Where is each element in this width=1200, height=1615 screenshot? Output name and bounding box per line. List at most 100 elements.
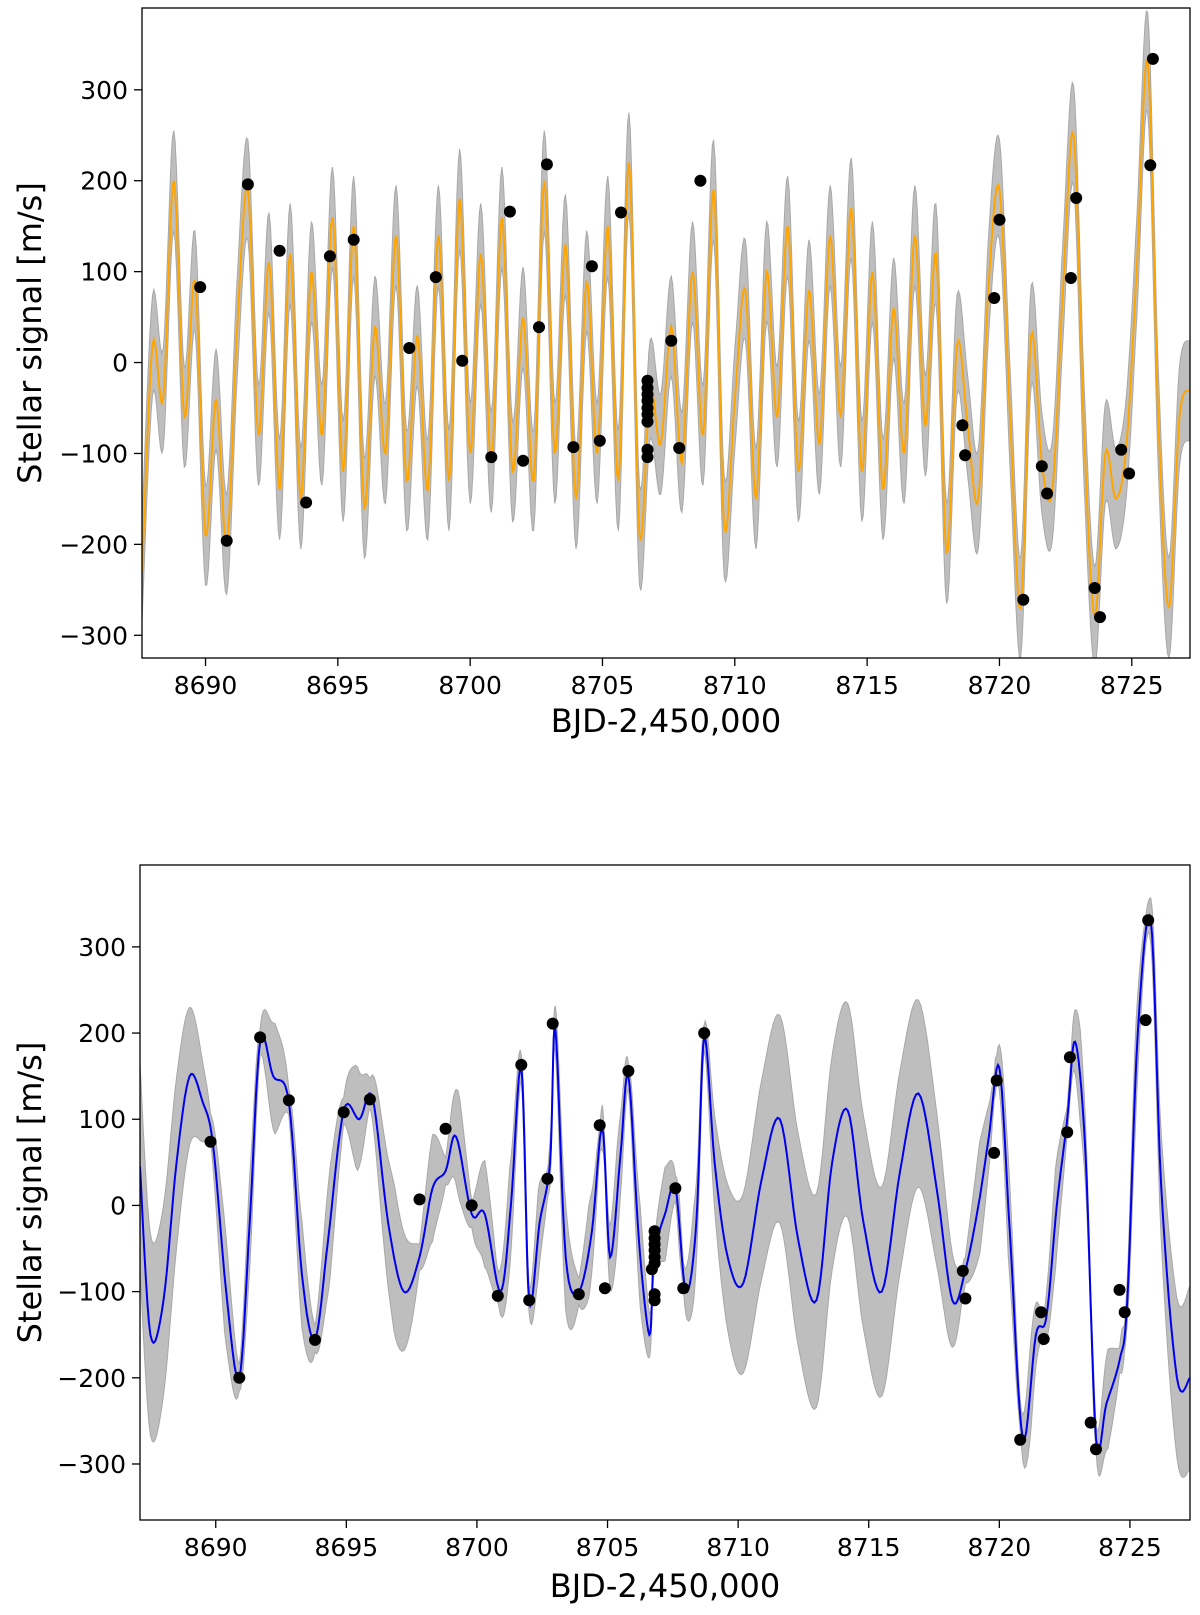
y-axis: −300 −200 −100 0 100 200 300	[57, 933, 140, 1479]
data-point	[254, 1031, 267, 1044]
data-point	[1088, 582, 1101, 594]
data-point	[956, 419, 969, 432]
data-point	[673, 442, 686, 454]
data-point	[567, 441, 580, 454]
data-point	[1041, 487, 1054, 500]
data-point	[241, 178, 254, 191]
data-point	[615, 206, 627, 219]
y-tick-label: 100	[80, 258, 128, 287]
y-tick-label: −100	[59, 439, 128, 468]
data-point	[694, 174, 707, 187]
data-point	[648, 1294, 661, 1307]
x-axis-title: BJD-2,450,000	[550, 1567, 780, 1605]
x-tick-label: 8705	[571, 671, 635, 700]
data-point	[517, 454, 530, 467]
x-tick-label: 8695	[315, 1533, 379, 1562]
y-tick-label: −200	[57, 1364, 126, 1393]
x-tick-label: 8710	[703, 671, 767, 700]
plot-frame	[141, 7, 1191, 659]
y-tick-label: −300	[59, 621, 128, 650]
data-point	[403, 342, 416, 354]
x-tick-label: 8695	[306, 671, 370, 700]
y-tick-label: 100	[78, 1105, 126, 1134]
data-point	[523, 1294, 536, 1307]
data-point	[585, 260, 598, 273]
data-point	[1113, 1283, 1126, 1296]
data-point	[641, 415, 654, 428]
plot-area	[139, 864, 1191, 1521]
data-point	[1061, 1126, 1074, 1139]
x-axis: 8690 8695 8700 8705 8710 8715 8720 8725	[184, 1520, 1162, 1562]
data-point	[503, 205, 516, 218]
data-point	[959, 449, 972, 462]
data-point	[429, 271, 442, 284]
x-tick-label: 8720	[968, 671, 1032, 700]
y-tick-label: 300	[78, 933, 126, 962]
model-curve	[142, 58, 1190, 618]
top-chart: 8690 8695 8700 8705 8710 8715 8720 8725 −300 −20…	[11, 7, 1191, 740]
data-point	[988, 292, 1001, 304]
data-point	[1070, 192, 1083, 204]
data-point	[641, 451, 654, 464]
data-point	[956, 1264, 969, 1277]
data-point	[959, 1292, 972, 1305]
data-point	[665, 334, 678, 347]
plot-frame	[139, 864, 1191, 1521]
data-point	[598, 1282, 611, 1295]
data-point	[1094, 611, 1106, 624]
data-point	[541, 1172, 554, 1185]
y-tick-label: 200	[80, 167, 128, 196]
data-point	[1118, 1306, 1131, 1319]
data-point	[677, 1282, 690, 1295]
data-point	[622, 1065, 635, 1077]
data-point	[1017, 593, 1030, 606]
data-points	[194, 52, 1159, 624]
data-point	[439, 1122, 452, 1135]
data-point	[323, 250, 336, 263]
x-axis: 8690 8695 8700 8705 8710 8715 8720 8725	[174, 658, 1164, 700]
x-tick-label: 8725	[1100, 671, 1164, 700]
data-point	[1144, 159, 1157, 172]
data-point	[645, 1263, 658, 1276]
data-point	[1090, 1443, 1102, 1456]
plot-area	[141, 7, 1191, 659]
data-point	[300, 496, 313, 509]
x-tick-label: 8700	[445, 1533, 509, 1562]
y-axis: −300 −200 −100 0 100 200 300	[59, 76, 142, 650]
data-point	[282, 1094, 295, 1107]
y-tick-label: 0	[110, 1191, 126, 1220]
data-point	[347, 233, 360, 246]
uncertainty-band	[142, 10, 1190, 658]
data-point	[491, 1289, 504, 1302]
data-point	[593, 434, 606, 447]
data-point	[546, 1017, 559, 1030]
y-tick-label: −200	[59, 530, 128, 559]
y-tick-label: 200	[78, 1019, 126, 1048]
data-points	[204, 914, 1155, 1456]
data-point	[990, 1074, 1003, 1087]
y-tick-label: −300	[57, 1450, 126, 1479]
x-tick-label: 8715	[837, 1533, 901, 1562]
data-point	[273, 244, 286, 257]
data-point	[593, 1119, 606, 1132]
data-point	[309, 1333, 321, 1346]
data-point	[1084, 1416, 1097, 1429]
data-point	[540, 158, 553, 171]
y-tick-label: −100	[57, 1278, 126, 1307]
uncertainty-band	[140, 897, 1190, 1479]
y-tick-label: 0	[112, 349, 128, 378]
data-point	[1014, 1433, 1027, 1446]
data-point	[233, 1371, 246, 1384]
bottom-chart: 8690 8695 8700 8705 8710 8715 8720 8725 −300 −20…	[11, 864, 1191, 1605]
data-point	[669, 1182, 682, 1195]
data-point	[194, 281, 207, 294]
model-curve	[140, 913, 1190, 1455]
y-axis-title: Stellar signal [m/s]	[11, 1042, 49, 1344]
data-point	[1063, 1051, 1076, 1064]
x-axis-title: BJD-2,450,000	[551, 702, 781, 740]
y-tick-label: 300	[80, 76, 128, 105]
x-tick-label: 8725	[1098, 1533, 1162, 1562]
data-point	[1115, 443, 1128, 456]
data-point	[337, 1106, 350, 1119]
data-point	[220, 534, 233, 547]
